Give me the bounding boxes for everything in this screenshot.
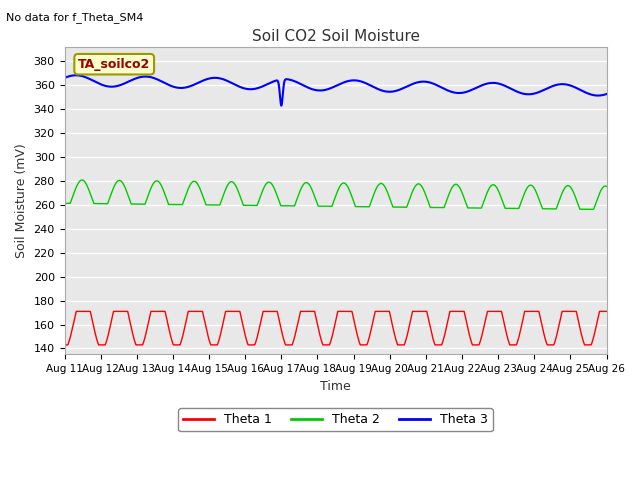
X-axis label: Time: Time [320, 380, 351, 393]
Text: No data for f_Theta_SM4: No data for f_Theta_SM4 [6, 12, 144, 23]
Text: TA_soilco2: TA_soilco2 [78, 58, 150, 71]
Legend: Theta 1, Theta 2, Theta 3: Theta 1, Theta 2, Theta 3 [178, 408, 493, 432]
Y-axis label: Soil Moisture (mV): Soil Moisture (mV) [15, 144, 28, 258]
Title: Soil CO2 Soil Moisture: Soil CO2 Soil Moisture [252, 29, 420, 44]
